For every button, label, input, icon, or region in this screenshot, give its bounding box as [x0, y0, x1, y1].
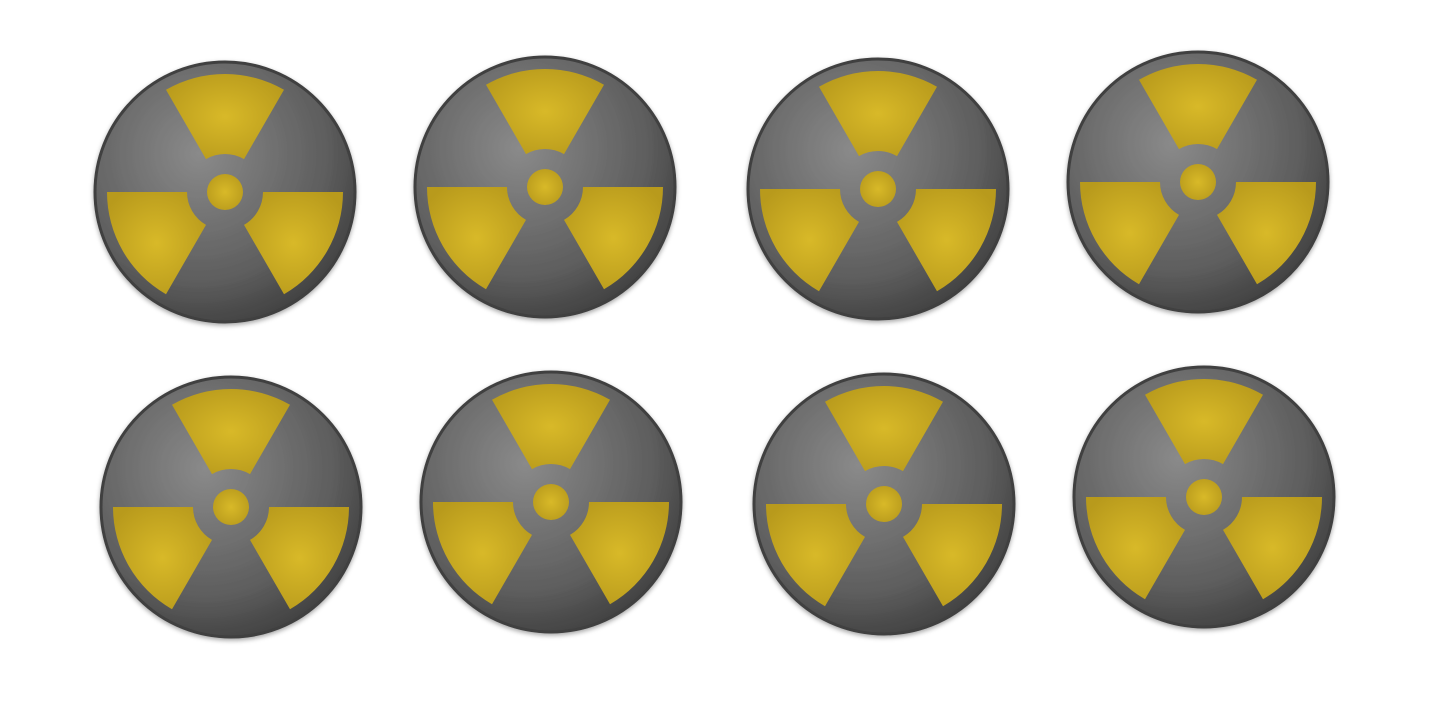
trefoil-blade — [825, 386, 943, 472]
trefoil-blade — [113, 507, 212, 610]
radiation-trefoil-icon — [1072, 365, 1336, 629]
radiation-symbol — [1069, 362, 1339, 632]
trefoil-blade — [819, 70, 937, 157]
trefoil-blade — [1145, 379, 1263, 465]
radiation-trefoil-icon — [93, 60, 357, 324]
trefoil-blade — [766, 504, 865, 607]
trefoil-blade — [1086, 497, 1185, 600]
trefoil-center — [533, 484, 569, 520]
trefoil-blade — [166, 73, 284, 160]
trefoil-blade — [897, 189, 996, 292]
trefoil-center — [860, 171, 896, 207]
radiation-symbol — [90, 57, 360, 327]
radiation-trefoil-icon — [413, 55, 677, 319]
trefoil-blade — [570, 502, 669, 605]
trefoil-blade — [172, 389, 290, 475]
radiation-trefoil-icon — [99, 375, 363, 639]
trefoil-blade — [250, 507, 349, 610]
radiation-trefoil-icon — [752, 372, 1016, 636]
trefoil-blade — [107, 192, 206, 295]
trefoil-blade — [903, 504, 1002, 607]
trefoil-center — [1186, 479, 1222, 515]
radiation-trefoil-icon — [419, 370, 683, 634]
radiation-symbol — [416, 367, 686, 637]
trefoil-blade — [486, 68, 604, 155]
trefoil-blade — [1139, 63, 1257, 150]
radiation-symbol — [749, 369, 1019, 639]
radiation-symbol — [743, 54, 1013, 324]
trefoil-blade — [244, 192, 343, 295]
radiation-symbol — [1063, 47, 1333, 317]
trefoil-blade — [1223, 497, 1322, 600]
trefoil-center — [1180, 164, 1216, 200]
trefoil-center — [213, 489, 249, 525]
trefoil-blade — [1217, 182, 1316, 285]
radiation-trefoil-icon — [1066, 50, 1330, 314]
trefoil-blade — [1080, 182, 1179, 285]
trefoil-blade — [760, 189, 859, 292]
radiation-trefoil-icon — [746, 57, 1010, 321]
trefoil-blade — [427, 187, 526, 290]
radiation-symbol — [410, 52, 680, 322]
trefoil-blade — [433, 502, 532, 605]
trefoil-blade — [564, 187, 663, 290]
trefoil-center — [527, 169, 563, 205]
trefoil-blade — [492, 384, 610, 470]
radiation-symbol — [96, 372, 366, 642]
trefoil-center — [207, 174, 243, 210]
trefoil-center — [866, 486, 902, 522]
